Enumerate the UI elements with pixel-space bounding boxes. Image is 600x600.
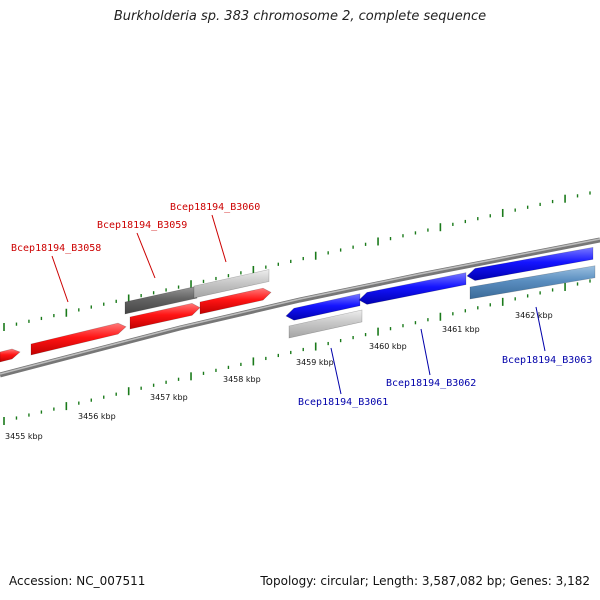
gene-arrow: [193, 269, 270, 299]
gene-arrow: [288, 309, 363, 339]
gene-label[interactable]: Bcep18194_B3058: [11, 243, 101, 254]
gene-features: [0, 246, 596, 363]
summary-text: Topology: circular; Length: 3,587,082 bp…: [260, 574, 590, 588]
gene-leader-line: [51, 255, 69, 303]
scale-label: 3456 kbp: [78, 412, 116, 421]
gene-label[interactable]: Bcep18194_B3063: [502, 355, 592, 366]
map-title: Burkholderia sp. 383 chromosome 2, compl…: [113, 9, 487, 24]
gene-arrow: [124, 285, 198, 315]
gene-leader-line: [535, 306, 546, 352]
scale-label: 3459 kbp: [296, 358, 334, 367]
gene-arrow: [129, 303, 201, 330]
gene-label[interactable]: Bcep18194_B3061: [298, 397, 388, 408]
gene-leader-line: [136, 232, 156, 279]
scale-label: 3457 kbp: [150, 393, 188, 402]
gene-label[interactable]: Bcep18194_B3060: [170, 202, 260, 213]
gene-arrow: [358, 272, 467, 305]
gene-arrow: [466, 246, 594, 281]
scale-label: 3462 kbp: [515, 311, 553, 320]
scale-label: 3458 kbp: [223, 375, 261, 384]
chromosome-backbone: [0, 237, 600, 378]
scale-labels: 3455 kbp 3456 kbp 3457 kbp 3458 kbp 3459 kbp…: [5, 311, 553, 441]
scale-label: 3455 kbp: [5, 432, 43, 441]
gene-leader-line: [211, 214, 227, 263]
gene-label[interactable]: Bcep18194_B3062: [386, 378, 476, 389]
gene-arrow: [30, 322, 127, 356]
gene-labels: Bcep18194_B3058 Bcep18194_B3059 Bcep18194_…: [11, 202, 592, 408]
accession-text: Accession: NC_007511: [9, 574, 146, 588]
reverse-scale-ticks: [3, 279, 591, 425]
gene-leader-line: [330, 347, 342, 395]
forward-scale-ticks: [3, 191, 591, 331]
scale-label: 3460 kbp: [369, 342, 407, 351]
chromosome-backbone-highlight: [0, 238, 600, 375]
gene-arrow: [199, 287, 272, 315]
gene-arrow: [469, 265, 596, 300]
scale-label: 3461 kbp: [442, 325, 480, 334]
gene-arrow: [0, 348, 21, 363]
gene-leader-line: [420, 328, 431, 376]
gene-label[interactable]: Bcep18194_B3059: [97, 220, 187, 231]
